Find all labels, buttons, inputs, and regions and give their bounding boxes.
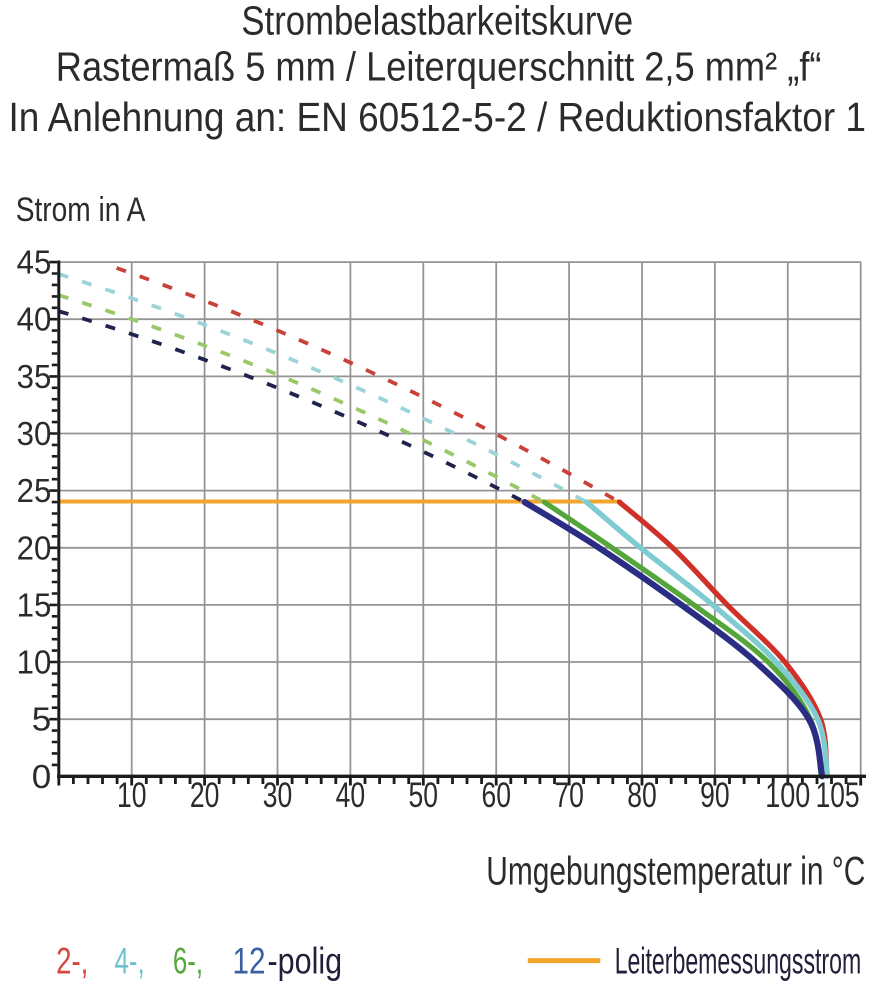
svg-text:10: 10 [17, 645, 52, 682]
svg-text:45: 45 [17, 245, 52, 282]
svg-text:40: 40 [336, 776, 366, 815]
svg-text:100: 100 [765, 776, 810, 815]
svg-text:Leiterbemessungsstrom: Leiterbemessungsstrom [615, 941, 862, 982]
svg-text:20: 20 [190, 776, 220, 815]
svg-text:2-,: 2-, [56, 941, 88, 982]
svg-text:Strombelastbarkeitskurve: Strombelastbarkeitskurve [241, 0, 633, 44]
svg-text:Rastermaß 5 mm / Leiterquersch: Rastermaß 5 mm / Leiterquerschnitt 2,5 m… [56, 44, 822, 90]
svg-text:5: 5 [32, 702, 52, 739]
svg-text:6-,: 6-, [173, 941, 203, 982]
svg-text:40: 40 [17, 302, 52, 339]
svg-text:35: 35 [17, 359, 52, 396]
svg-text:90: 90 [700, 776, 730, 815]
svg-text:105: 105 [816, 776, 860, 815]
svg-text:80: 80 [627, 776, 657, 815]
svg-text:Umgebungstemperatur in °C: Umgebungstemperatur in °C [486, 850, 865, 894]
svg-text:70: 70 [554, 776, 584, 815]
svg-text:Strom in A: Strom in A [16, 191, 146, 229]
svg-text:50: 50 [409, 776, 439, 815]
svg-text:10: 10 [117, 776, 147, 815]
svg-text:12: 12 [233, 941, 266, 982]
svg-text:30: 30 [263, 776, 293, 815]
svg-text:In Anlehnung an: EN 60512-5-2: In Anlehnung an: EN 60512-5-2 / Reduktio… [9, 94, 867, 140]
svg-text:4-,: 4-, [115, 941, 145, 982]
svg-text:30: 30 [17, 416, 52, 453]
svg-text:25: 25 [17, 473, 52, 510]
svg-text:60: 60 [481, 776, 511, 815]
svg-text:0: 0 [32, 759, 52, 796]
svg-text:15: 15 [17, 587, 52, 624]
svg-text:-polig: -polig [268, 941, 343, 982]
svg-text:20: 20 [17, 530, 52, 567]
